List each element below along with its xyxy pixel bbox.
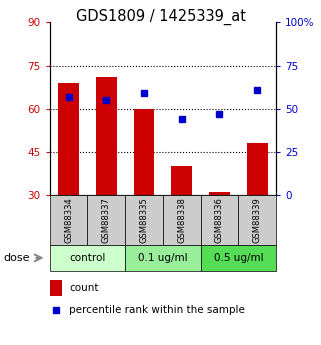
Bar	[238, 195, 276, 245]
Text: count: count	[69, 283, 99, 293]
Bar	[201, 195, 238, 245]
Bar	[201, 245, 276, 271]
Bar	[171, 166, 192, 195]
Text: GSM88335: GSM88335	[140, 197, 149, 243]
Text: GSM88336: GSM88336	[215, 197, 224, 243]
Text: 0.5 ug/ml: 0.5 ug/ml	[213, 253, 263, 263]
Text: dose: dose	[3, 253, 30, 263]
Bar	[50, 195, 87, 245]
Bar	[125, 195, 163, 245]
Bar	[163, 195, 201, 245]
Text: percentile rank within the sample: percentile rank within the sample	[69, 305, 245, 315]
Text: GSM88334: GSM88334	[64, 197, 73, 243]
Bar	[134, 109, 154, 195]
Text: GDS1809 / 1425339_at: GDS1809 / 1425339_at	[75, 9, 246, 25]
Bar	[96, 77, 117, 195]
Bar	[209, 192, 230, 195]
Bar	[50, 245, 125, 271]
Bar	[50, 280, 62, 296]
Text: GSM88338: GSM88338	[177, 197, 186, 243]
Text: 0.1 ug/ml: 0.1 ug/ml	[138, 253, 188, 263]
Bar	[247, 143, 268, 195]
Text: control: control	[69, 253, 106, 263]
Bar	[125, 245, 201, 271]
Bar	[87, 195, 125, 245]
Bar	[58, 83, 79, 195]
Text: GSM88337: GSM88337	[102, 197, 111, 243]
Text: GSM88339: GSM88339	[253, 197, 262, 243]
